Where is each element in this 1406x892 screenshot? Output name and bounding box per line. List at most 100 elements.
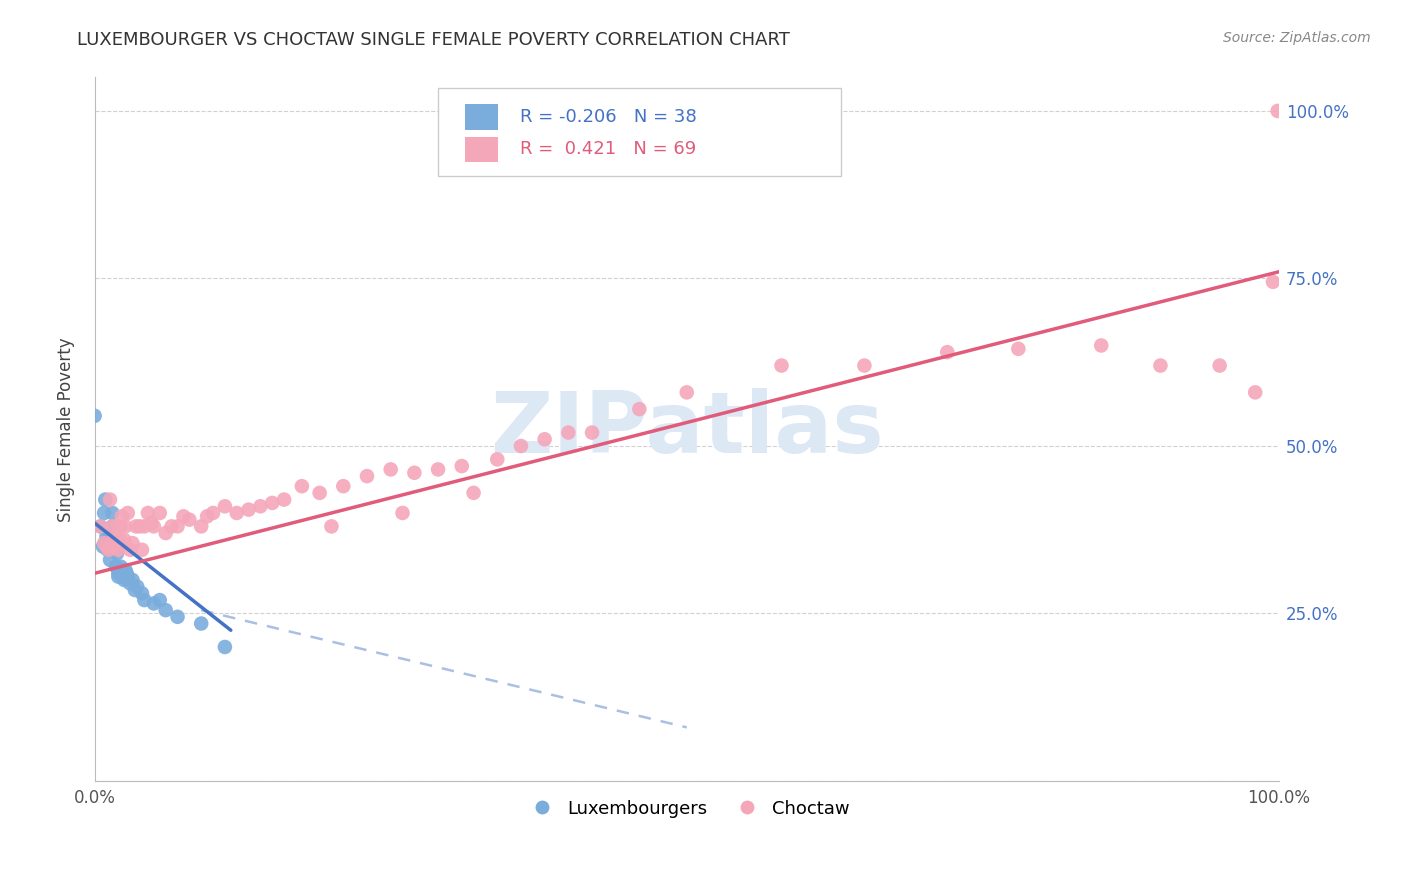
Point xyxy=(93,536,115,550)
Text: R = -0.206   N = 38: R = -0.206 N = 38 xyxy=(520,108,696,126)
Point xyxy=(103,533,125,547)
Point xyxy=(103,542,125,557)
Point xyxy=(155,526,177,541)
Point xyxy=(581,425,603,440)
Point xyxy=(134,519,156,533)
Point xyxy=(190,519,212,533)
Point xyxy=(97,536,120,550)
Point xyxy=(112,573,135,587)
Point xyxy=(172,509,194,524)
Point xyxy=(486,452,509,467)
Text: ZIPatlas: ZIPatlas xyxy=(489,388,883,471)
Point xyxy=(1208,359,1230,373)
Point xyxy=(321,519,343,533)
Point xyxy=(110,519,132,533)
Point xyxy=(214,640,236,654)
Point xyxy=(190,616,212,631)
Text: Source: ZipAtlas.com: Source: ZipAtlas.com xyxy=(1223,31,1371,45)
Point xyxy=(225,506,247,520)
Legend: Luxembourgers, Choctaw: Luxembourgers, Choctaw xyxy=(516,792,858,825)
Point xyxy=(238,502,260,516)
Text: LUXEMBOURGER VS CHOCTAW SINGLE FEMALE POVERTY CORRELATION CHART: LUXEMBOURGER VS CHOCTAW SINGLE FEMALE PO… xyxy=(77,31,790,49)
Point xyxy=(101,519,124,533)
Point xyxy=(108,533,131,547)
Point xyxy=(131,586,153,600)
Point xyxy=(101,519,124,533)
Point xyxy=(105,519,128,533)
Point xyxy=(97,542,120,557)
Point xyxy=(155,603,177,617)
Point xyxy=(124,582,146,597)
Point xyxy=(128,519,150,533)
Point xyxy=(149,506,172,520)
Point xyxy=(149,593,172,607)
FancyBboxPatch shape xyxy=(439,88,841,176)
Point xyxy=(134,593,156,607)
Point xyxy=(160,519,183,533)
Point xyxy=(114,519,136,533)
Point xyxy=(112,533,135,547)
Point xyxy=(120,576,142,591)
Point xyxy=(131,542,153,557)
Point xyxy=(96,540,118,554)
Point xyxy=(110,559,132,574)
Point xyxy=(108,563,131,577)
Point xyxy=(166,610,188,624)
Point xyxy=(101,506,124,520)
Point xyxy=(125,519,148,533)
Point xyxy=(628,402,651,417)
Point xyxy=(510,439,533,453)
Point xyxy=(114,563,136,577)
Point xyxy=(96,523,118,537)
Point xyxy=(202,506,225,520)
Point xyxy=(96,529,118,543)
Point xyxy=(291,479,314,493)
Point xyxy=(104,559,127,574)
Point xyxy=(1244,385,1267,400)
Point xyxy=(111,569,134,583)
Point xyxy=(136,506,159,520)
Point xyxy=(107,542,129,557)
Point xyxy=(195,509,218,524)
Point xyxy=(141,516,163,530)
Text: R =  0.421   N = 69: R = 0.421 N = 69 xyxy=(520,140,696,158)
Point xyxy=(90,519,112,533)
Point xyxy=(94,492,117,507)
Point xyxy=(404,466,426,480)
Point xyxy=(179,513,201,527)
Point xyxy=(104,540,127,554)
Point xyxy=(117,506,139,520)
Point xyxy=(111,509,134,524)
Point xyxy=(249,500,271,514)
Point xyxy=(463,486,485,500)
Point xyxy=(380,462,402,476)
Point xyxy=(557,425,579,440)
FancyBboxPatch shape xyxy=(465,104,499,129)
FancyBboxPatch shape xyxy=(465,136,499,161)
Point xyxy=(1090,338,1112,352)
Point xyxy=(91,540,114,554)
Point xyxy=(83,409,105,423)
Point xyxy=(533,432,555,446)
Point xyxy=(104,536,127,550)
Point xyxy=(107,566,129,581)
Point xyxy=(90,519,112,533)
Point xyxy=(1007,342,1029,356)
Point xyxy=(100,540,122,554)
Point xyxy=(1149,359,1171,373)
Point xyxy=(853,359,876,373)
Point xyxy=(97,542,120,557)
Point xyxy=(675,385,697,400)
Point xyxy=(450,459,472,474)
Point xyxy=(142,596,165,610)
Point xyxy=(115,566,138,581)
Point xyxy=(98,553,121,567)
Point xyxy=(770,359,793,373)
Point xyxy=(107,569,129,583)
Point xyxy=(936,345,959,359)
Point xyxy=(356,469,378,483)
Point xyxy=(117,569,139,583)
Point xyxy=(121,573,143,587)
Point xyxy=(101,540,124,554)
Point xyxy=(98,492,121,507)
